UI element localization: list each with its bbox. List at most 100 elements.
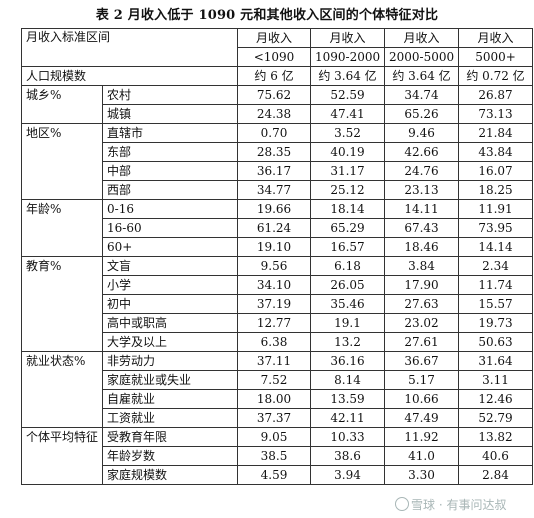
table-row: 城乡% 农村 75.62 52.59 34.74 26.87 <box>21 85 534 124</box>
table-cell: 61.24 <box>237 218 312 238</box>
table-cell: 34.77 <box>237 180 312 200</box>
group-label: 年龄% <box>21 199 103 257</box>
table-cell: 10.66 <box>384 389 460 409</box>
row-label: 人口规模数 <box>20 66 239 86</box>
table-cell: 65.26 <box>384 104 460 124</box>
table-cell: 2.34 <box>458 256 534 276</box>
table-cell: 37.37 <box>237 408 312 428</box>
table-cell: 10.33 <box>310 427 386 447</box>
row-label: 城镇 <box>101 104 239 124</box>
row-label: 中部 <box>101 161 239 181</box>
row-label: 工资就业 <box>101 408 239 428</box>
header-row: 月收入标准区间 月收入 月收入 月收入 月收入 <box>20 28 534 67</box>
column-header-line1: 月收入 <box>458 28 534 48</box>
row-label: 自雇就业 <box>101 389 239 409</box>
table-cell: 36.67 <box>384 351 460 371</box>
table-cell: 2.84 <box>458 465 534 485</box>
row-label: 0-16 <box>101 199 239 219</box>
table-cell: 5.17 <box>384 370 460 390</box>
table-cell: 73.13 <box>458 104 534 124</box>
table-cell: 9.46 <box>384 123 460 143</box>
table-row: 个体平均特征 受教育年限 9.05 10.33 11.92 13.82 <box>21 427 534 485</box>
table-cell: 67.43 <box>384 218 460 238</box>
table-cell: 25.12 <box>310 180 386 200</box>
row-label: 家庭就业或失业 <box>101 370 239 390</box>
table-cell: 36.17 <box>237 161 312 181</box>
table-cell: 47.49 <box>384 408 460 428</box>
table-row: 东部 28.35 40.19 42.66 43.84 <box>22 142 534 162</box>
table-cell: 15.57 <box>458 294 534 314</box>
table-cell: 23.02 <box>384 313 460 333</box>
table-cell: 26.87 <box>458 85 534 105</box>
table-cell: 34.74 <box>384 85 460 105</box>
table-cell: 9.05 <box>237 427 312 447</box>
row-label: 16-60 <box>101 218 239 238</box>
table-cell: 47.41 <box>310 104 386 124</box>
row-label: 西部 <box>101 180 239 200</box>
snowball-logo-icon <box>395 497 409 511</box>
table-cell: 13.2 <box>310 332 386 352</box>
table-row: 教育% 文盲 9.56 6.18 3.84 2.34 <box>21 256 534 352</box>
table-cell: 27.61 <box>384 332 460 352</box>
row-label: 60+ <box>101 237 239 257</box>
table-row: 年龄岁数 38.5 38.6 41.0 40.6 <box>22 446 534 466</box>
group-label: 地区% <box>21 123 103 200</box>
table-cell: 约 3.64 亿 <box>310 66 386 86</box>
column-header-line1: 月收入 <box>310 28 386 48</box>
table-cell: 3.94 <box>310 465 386 485</box>
column-header-line2: 1090-2000 <box>310 47 386 67</box>
table-cell: 50.63 <box>458 332 534 352</box>
row-label: 东部 <box>101 142 239 162</box>
group-label: 教育% <box>21 256 103 352</box>
table-row: 高中或职高 12.77 19.1 23.02 19.73 <box>22 313 534 333</box>
column-header-line1: 月收入 <box>237 28 312 48</box>
table-cell: 24.76 <box>384 161 460 181</box>
table-cell: 21.84 <box>458 123 534 143</box>
table-cell: 26.05 <box>310 275 386 295</box>
table-cell: 19.10 <box>237 237 312 257</box>
table-cell: 6.18 <box>310 256 386 276</box>
table-cell: 42.66 <box>384 142 460 162</box>
table-cell: 41.0 <box>384 446 460 466</box>
table-cell: 35.46 <box>310 294 386 314</box>
table-cell: 16.07 <box>458 161 534 181</box>
table-title: 表 2 月收入低于 1090 元和其他收入区间的个体特征对比 <box>95 8 439 23</box>
table-cell: 65.29 <box>310 218 386 238</box>
table-cell: 42.11 <box>310 408 386 428</box>
table-cell: 18.46 <box>384 237 460 257</box>
table-cell: 37.11 <box>237 351 312 371</box>
row-label: 年龄岁数 <box>101 446 239 466</box>
row-label: 文盲 <box>101 256 239 276</box>
table-cell: 18.00 <box>237 389 312 409</box>
row-label: 大学及以上 <box>101 332 239 352</box>
table-cell: 38.5 <box>237 446 312 466</box>
group-label: 就业状态% <box>21 351 103 428</box>
table-cell: 34.10 <box>237 275 312 295</box>
table-cell: 约 0.72 亿 <box>458 66 534 86</box>
table-cell: 17.90 <box>384 275 460 295</box>
table-cell: 8.14 <box>310 370 386 390</box>
row-label: 受教育年限 <box>101 427 239 447</box>
table-cell: 19.66 <box>237 199 312 219</box>
row-label: 初中 <box>101 294 239 314</box>
table-cell: 6.38 <box>237 332 312 352</box>
table-cell: 13.59 <box>310 389 386 409</box>
table-cell: 52.59 <box>310 85 386 105</box>
column-header-line2: 2000-5000 <box>384 47 460 67</box>
row-label: 农村 <box>101 85 239 105</box>
table-cell: 73.95 <box>458 218 534 238</box>
table-row: 家庭就业或失业 7.52 8.14 5.17 3.11 <box>22 370 534 390</box>
column-header-line1: 月收入 <box>384 28 460 48</box>
table-row: 小学 34.10 26.05 17.90 11.74 <box>22 275 534 295</box>
group-label: 城乡% <box>21 85 103 124</box>
table-row: 家庭规模数 4.59 3.94 3.30 2.84 <box>22 465 534 485</box>
table-cell: 3.11 <box>458 370 534 390</box>
table-cell: 11.91 <box>458 199 534 219</box>
table-cell: 12.46 <box>458 389 534 409</box>
table-row: 中部 36.17 31.17 24.76 16.07 <box>22 161 534 181</box>
row-label: 直辖市 <box>101 123 239 143</box>
table-cell: 12.77 <box>237 313 312 333</box>
table-cell: 52.79 <box>458 408 534 428</box>
table-cell: 28.35 <box>237 142 312 162</box>
table-cell: 3.30 <box>384 465 460 485</box>
